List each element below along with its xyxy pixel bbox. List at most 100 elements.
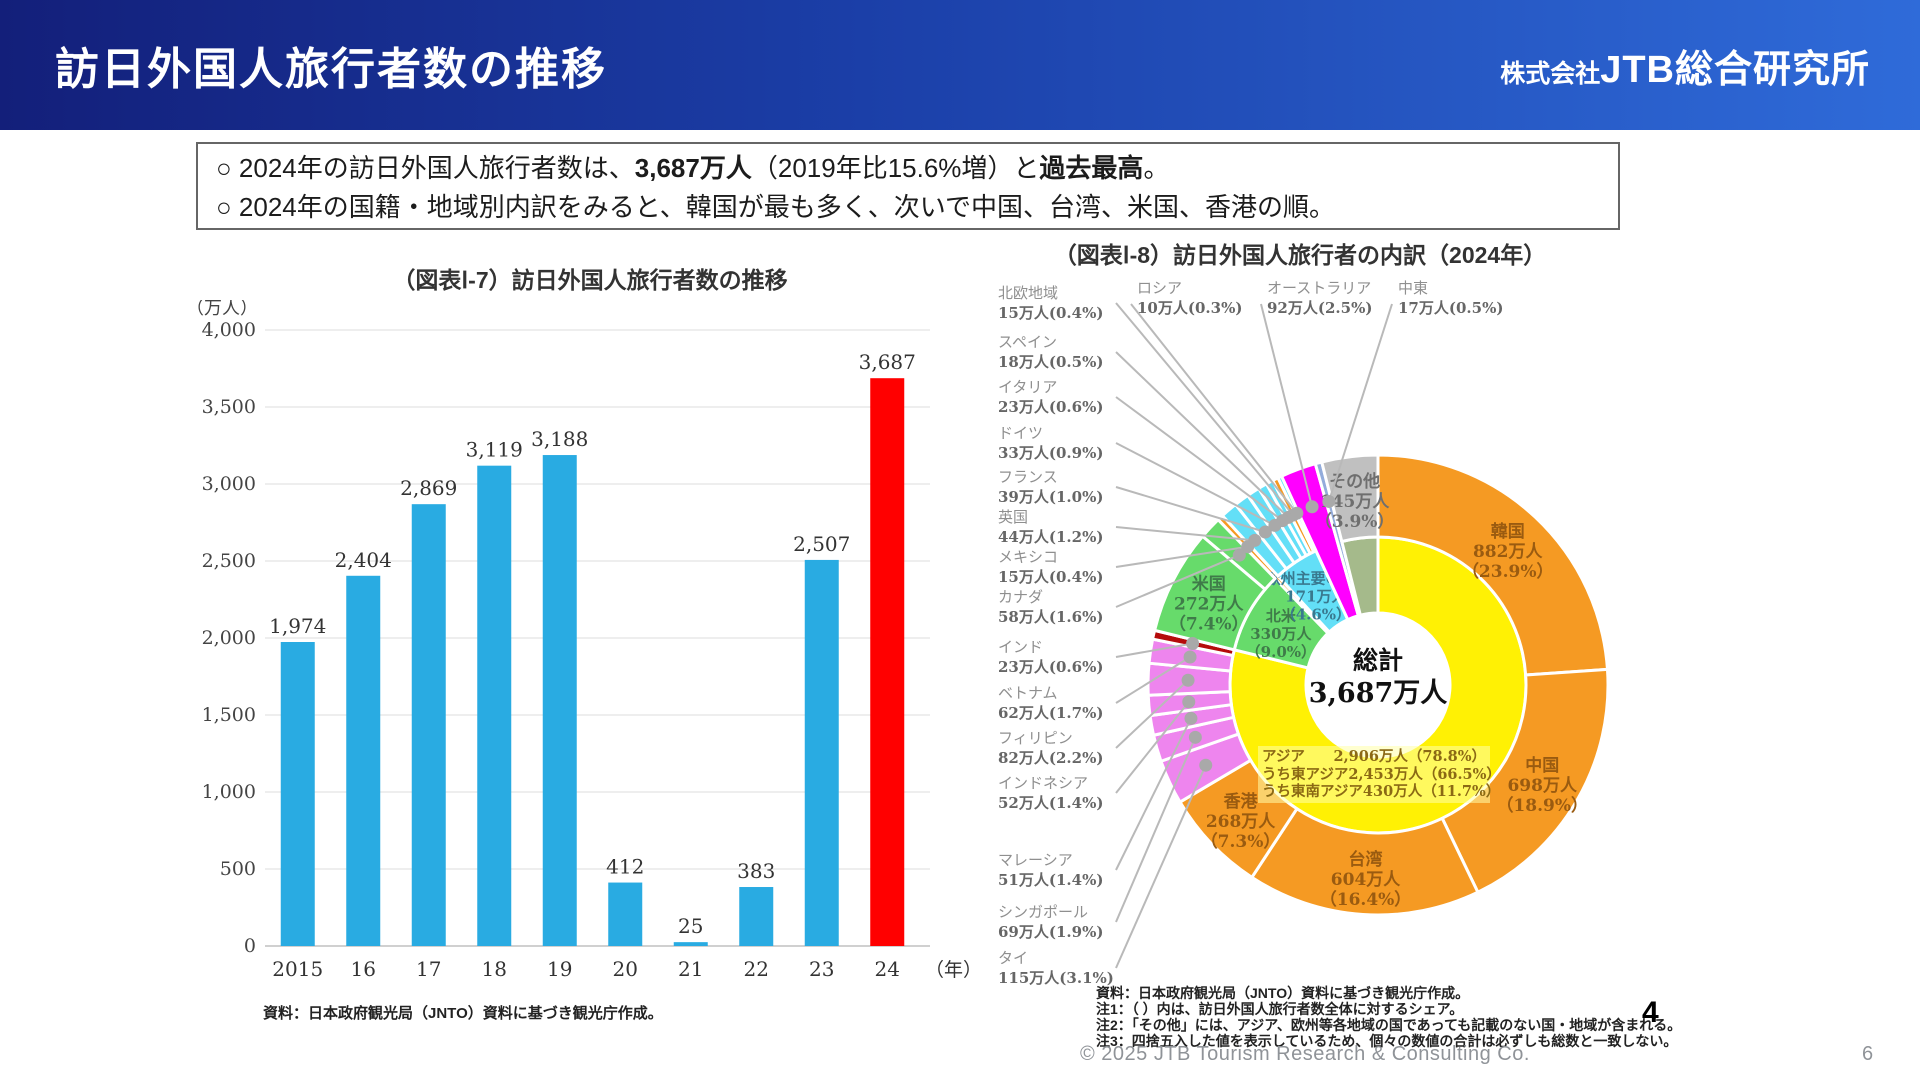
callout-name: ロシア: [1137, 279, 1183, 297]
summary-box: ○ 2024年の訪日外国人旅行者数は、3,687万人（2019年比15.6%増）…: [196, 142, 1620, 230]
asia-breakdown-row: アジア 2,906万人（78.8%）: [1262, 748, 1486, 766]
callout-name: マレーシア: [998, 851, 1073, 869]
callout-name: インドネシア: [998, 774, 1089, 792]
bar-chart-source: 資料：日本政府観光局（JNTO）資料に基づき観光庁作成。: [263, 1005, 663, 1022]
donut-callout-イタリア: イタリア 23万人(0.6%): [998, 377, 1103, 417]
asia-row-name: うち東南アジア: [1262, 783, 1363, 800]
svg-text:17: 17: [416, 957, 441, 981]
asia-row-value: 2,453万人（66.5%）: [1348, 765, 1501, 783]
svg-text:3,500: 3,500: [202, 396, 256, 418]
callout-name: メキシコ: [998, 548, 1059, 566]
svg-text:500: 500: [220, 858, 256, 880]
callout-value: 15万人(0.4%): [998, 304, 1104, 322]
callout-value: 39万人(1.0%): [998, 488, 1104, 506]
donut-callout-メキシコ: メキシコ 15万人(0.4%): [998, 547, 1103, 587]
callout-value: 52万人(1.4%): [998, 794, 1104, 812]
page-title: 訪日外国人旅行者数の推移: [55, 45, 607, 94]
svg-text:1,974: 1,974: [269, 614, 326, 638]
asia-breakdown-box: アジア 2,906万人（78.8%） うち東アジア 2,453万人（66.5%） うち東…: [1258, 746, 1501, 803]
asia-row-value: 2,906万人（78.8%）: [1333, 748, 1487, 765]
asia-breakdown-row: うち東南アジア 430万人（11.7%）: [1262, 783, 1500, 801]
svg-text:2,000: 2,000: [202, 627, 256, 649]
donut-callout-フィリピン: フィリピン 82万人(2.2%): [998, 728, 1103, 768]
callout-name: イタリア: [998, 378, 1058, 396]
callout-value: 62万人(1.7%): [998, 704, 1104, 722]
callout-value: 10万人(0.3%): [1137, 299, 1243, 317]
summary-line-2: ○ 2024年の国籍・地域別内訳をみると、韓国が最も多く、次いで中国、台湾、米国…: [216, 192, 1335, 222]
footer-copyright: © 2025 JTB Tourism Research & Consulting…: [1080, 1043, 1530, 1065]
asia-row-name: うち東アジア: [1262, 765, 1349, 783]
svg-text:3,188: 3,188: [531, 427, 588, 451]
note-line: 注3：四捨五入した値を表示しているため、個々の数値の合計は必ずしも総数と一致しな…: [1096, 1033, 1678, 1049]
donut-callout-ベトナム: ベトナム 62万人(1.7%): [998, 683, 1103, 723]
callout-value: 23万人(0.6%): [998, 658, 1104, 676]
donut-callout-インドネシア: インドネシア 52万人(1.4%): [998, 773, 1103, 813]
slide-header: 訪日外国人旅行者数の推移 株式会社JTB総合研究所: [0, 0, 1920, 130]
donut-callout-ドイツ: ドイツ 33万人(0.9%): [998, 423, 1103, 463]
svg-text:2,500: 2,500: [202, 550, 256, 572]
callout-value: 115万人(3.1%): [998, 969, 1114, 987]
svg-text:21: 21: [678, 957, 703, 981]
donut-callout-北欧地域: 北欧地域 15万人(0.4%): [998, 283, 1103, 323]
svg-text:1,500: 1,500: [202, 704, 256, 726]
donut-callout-中東: 中東 17万人(0.5%): [1398, 278, 1503, 318]
callout-name: ベトナム: [998, 684, 1058, 702]
bar-chart-title: （図表Ⅰ-7）訪日外国人旅行者数の推移: [392, 267, 788, 293]
svg-text:3,687: 3,687: [859, 350, 916, 374]
svg-text:1,000: 1,000: [202, 781, 256, 803]
svg-text:（万人）: （万人）: [190, 300, 258, 319]
callout-value: 44万人(1.2%): [998, 528, 1104, 546]
asia-row-name: アジア: [1262, 748, 1305, 765]
callout-name: ドイツ: [998, 424, 1044, 442]
svg-text:23: 23: [809, 957, 834, 981]
company-name: JTB総合研究所: [1600, 48, 1870, 91]
svg-text:（年）: （年）: [925, 959, 980, 981]
svg-text:18: 18: [482, 957, 507, 981]
summary-line-1: ○ 2024年の訪日外国人旅行者数は、3,687万人（2019年比15.6%増）…: [216, 149, 1600, 188]
summary-strong-record: 過去最高: [1039, 153, 1144, 183]
donut-chart-title: （図表Ⅰ-8）訪日外国人旅行者の内訳（2024年）: [1053, 242, 1547, 268]
svg-text:19: 19: [547, 957, 572, 981]
note-line: 注1：（ ）内は、訪日外国人旅行者数全体に対するシェア。: [1096, 1001, 1464, 1017]
note-line: 資料：日本政府観光局（JNTO）資料に基づき観光庁作成。: [1096, 985, 1470, 1001]
svg-text:2,507: 2,507: [793, 532, 850, 556]
callout-name: 北欧地域: [998, 284, 1059, 302]
donut-callout-シンガポール: シンガポール 69万人(1.9%): [998, 902, 1103, 942]
donut-center-total: 総計 3,687万人: [1278, 645, 1478, 711]
callout-name: インド: [998, 638, 1044, 656]
callout-name: フィリピン: [998, 729, 1073, 747]
callout-name: スペイン: [998, 333, 1057, 351]
callout-name: オーストラリア: [1267, 279, 1372, 297]
donut-callout-インド: インド 23万人(0.6%): [998, 637, 1103, 677]
donut-callout-オーストラリア: オーストラリア 92万人(2.5%): [1267, 278, 1372, 318]
footer-page-number: 6: [1862, 1043, 1874, 1065]
callout-name: シンガポール: [998, 903, 1089, 921]
total-label: 総計: [1352, 646, 1403, 675]
total-value: 3,687万人: [1308, 678, 1448, 709]
summary-text: 。: [1143, 153, 1170, 183]
svg-text:383: 383: [737, 859, 775, 883]
embedded-page-number: 4: [1642, 996, 1659, 1029]
company-prefix: 株式会社: [1500, 59, 1601, 88]
callout-value: 51万人(1.4%): [998, 871, 1104, 889]
svg-text:25: 25: [678, 914, 703, 938]
svg-text:0: 0: [244, 935, 256, 957]
asia-breakdown-row: うち東アジア 2,453万人（66.5%）: [1262, 765, 1501, 784]
callout-name: 英国: [998, 508, 1029, 526]
callout-value: 92万人(2.5%): [1267, 299, 1373, 317]
donut-callout-フランス: フランス 39万人(1.0%): [998, 467, 1103, 507]
svg-text:412: 412: [606, 855, 644, 879]
bar-chart: 05001,0001,5002,0002,5003,0003,5004,000（…: [190, 300, 980, 981]
callout-name: タイ: [998, 949, 1029, 967]
asia-row-value: 430万人（11.7%）: [1362, 783, 1501, 800]
donut-callout-カナダ: カナダ 58万人(1.6%): [998, 587, 1103, 627]
svg-text:2015: 2015: [272, 957, 323, 981]
donut-callout-ロシア: ロシア 10万人(0.3%): [1137, 278, 1242, 318]
summary-text: ○ 2024年の訪日外国人旅行者数は、: [216, 153, 635, 183]
svg-text:20: 20: [613, 957, 638, 981]
